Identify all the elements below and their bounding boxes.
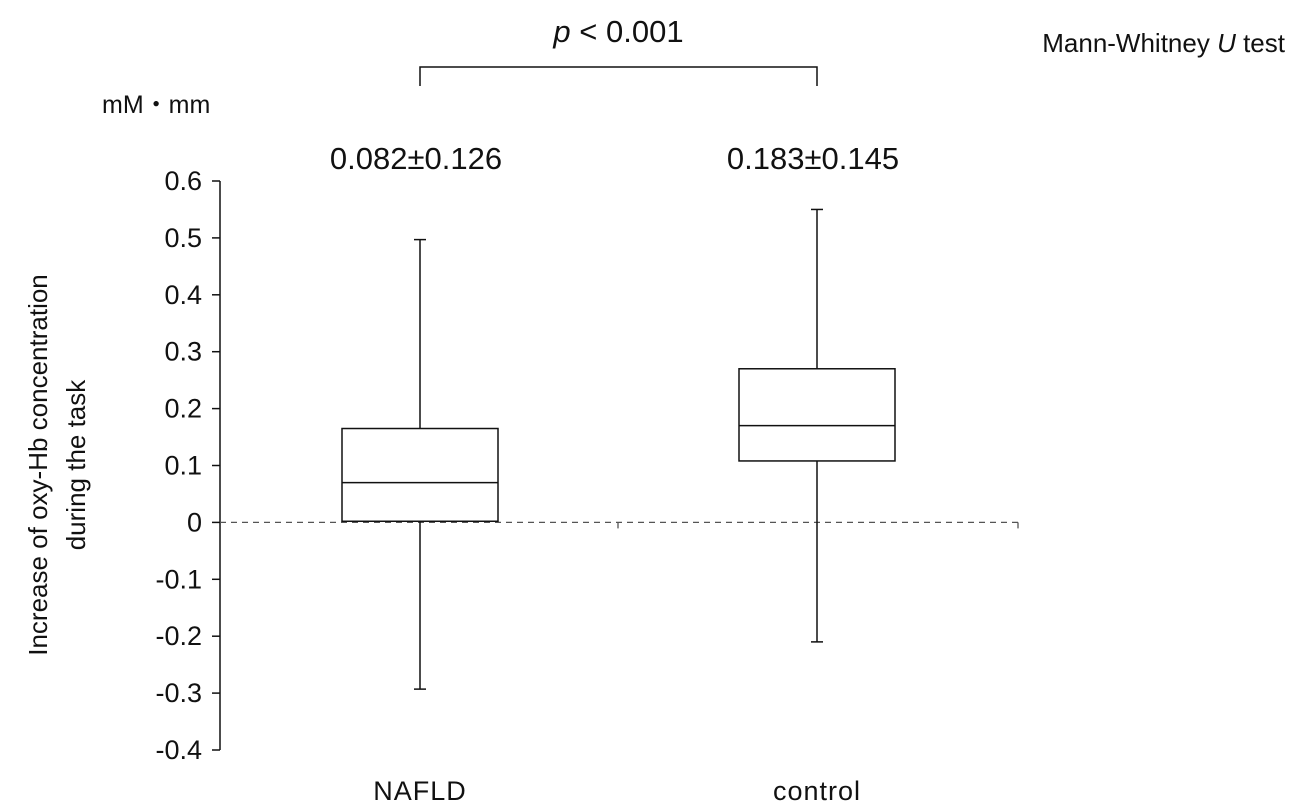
- test-name-suffix: test: [1236, 28, 1286, 58]
- y-axis-unit: mM・mm: [102, 91, 210, 119]
- test-name-label: Mann-Whitney U test: [1042, 28, 1286, 58]
- category-label: control: [773, 776, 861, 806]
- y-tick-label: 0.1: [164, 451, 202, 481]
- box-control: 0.183±0.145 control: [727, 141, 899, 806]
- y-tick-label: 0.5: [164, 223, 202, 253]
- y-axis-label: Increase of oxy-Hb concentration during …: [23, 274, 91, 656]
- mean-sd-label: 0.082±0.126: [330, 141, 502, 176]
- test-name-italic: U: [1217, 28, 1236, 58]
- box-iqr: [341, 427, 499, 523]
- box-iqr: [738, 368, 896, 462]
- y-tick-label: -0.4: [155, 735, 202, 765]
- y-tick-label: 0.6: [164, 166, 202, 196]
- category-label: NAFLD: [373, 776, 467, 806]
- y-tick-label: 0.2: [164, 394, 202, 424]
- y-tick-label: 0.3: [164, 337, 202, 367]
- y-tick-label: -0.2: [155, 621, 202, 651]
- y-axis-label-line2: during the task: [61, 379, 91, 551]
- y-tick-label: -0.1: [155, 564, 202, 594]
- y-tick-label: 0.4: [164, 280, 202, 310]
- mean-sd-label: 0.183±0.145: [727, 141, 899, 176]
- p-value-label: p < 0.001: [552, 14, 683, 49]
- significance-bracket: [419, 66, 818, 86]
- box-nafld: 0.082±0.126 NAFLD: [330, 141, 502, 806]
- test-name-prefix: Mann-Whitney: [1042, 28, 1217, 58]
- y-axis-label-line1: Increase of oxy-Hb concentration: [23, 274, 53, 656]
- box-series: 0.082±0.126 NAFLD 0.183±0.145 control: [330, 141, 899, 806]
- p-value-text: < 0.001: [571, 14, 684, 49]
- y-tick-label: -0.3: [155, 678, 202, 708]
- y-axis-ticks: 0.6 0.5 0.4 0.3 0.2 0.1 0 -0.1 -0.2 -0.3 -0.4: [155, 166, 220, 765]
- p-value-symbol: p: [552, 14, 570, 49]
- y-tick-label: 0: [187, 507, 202, 537]
